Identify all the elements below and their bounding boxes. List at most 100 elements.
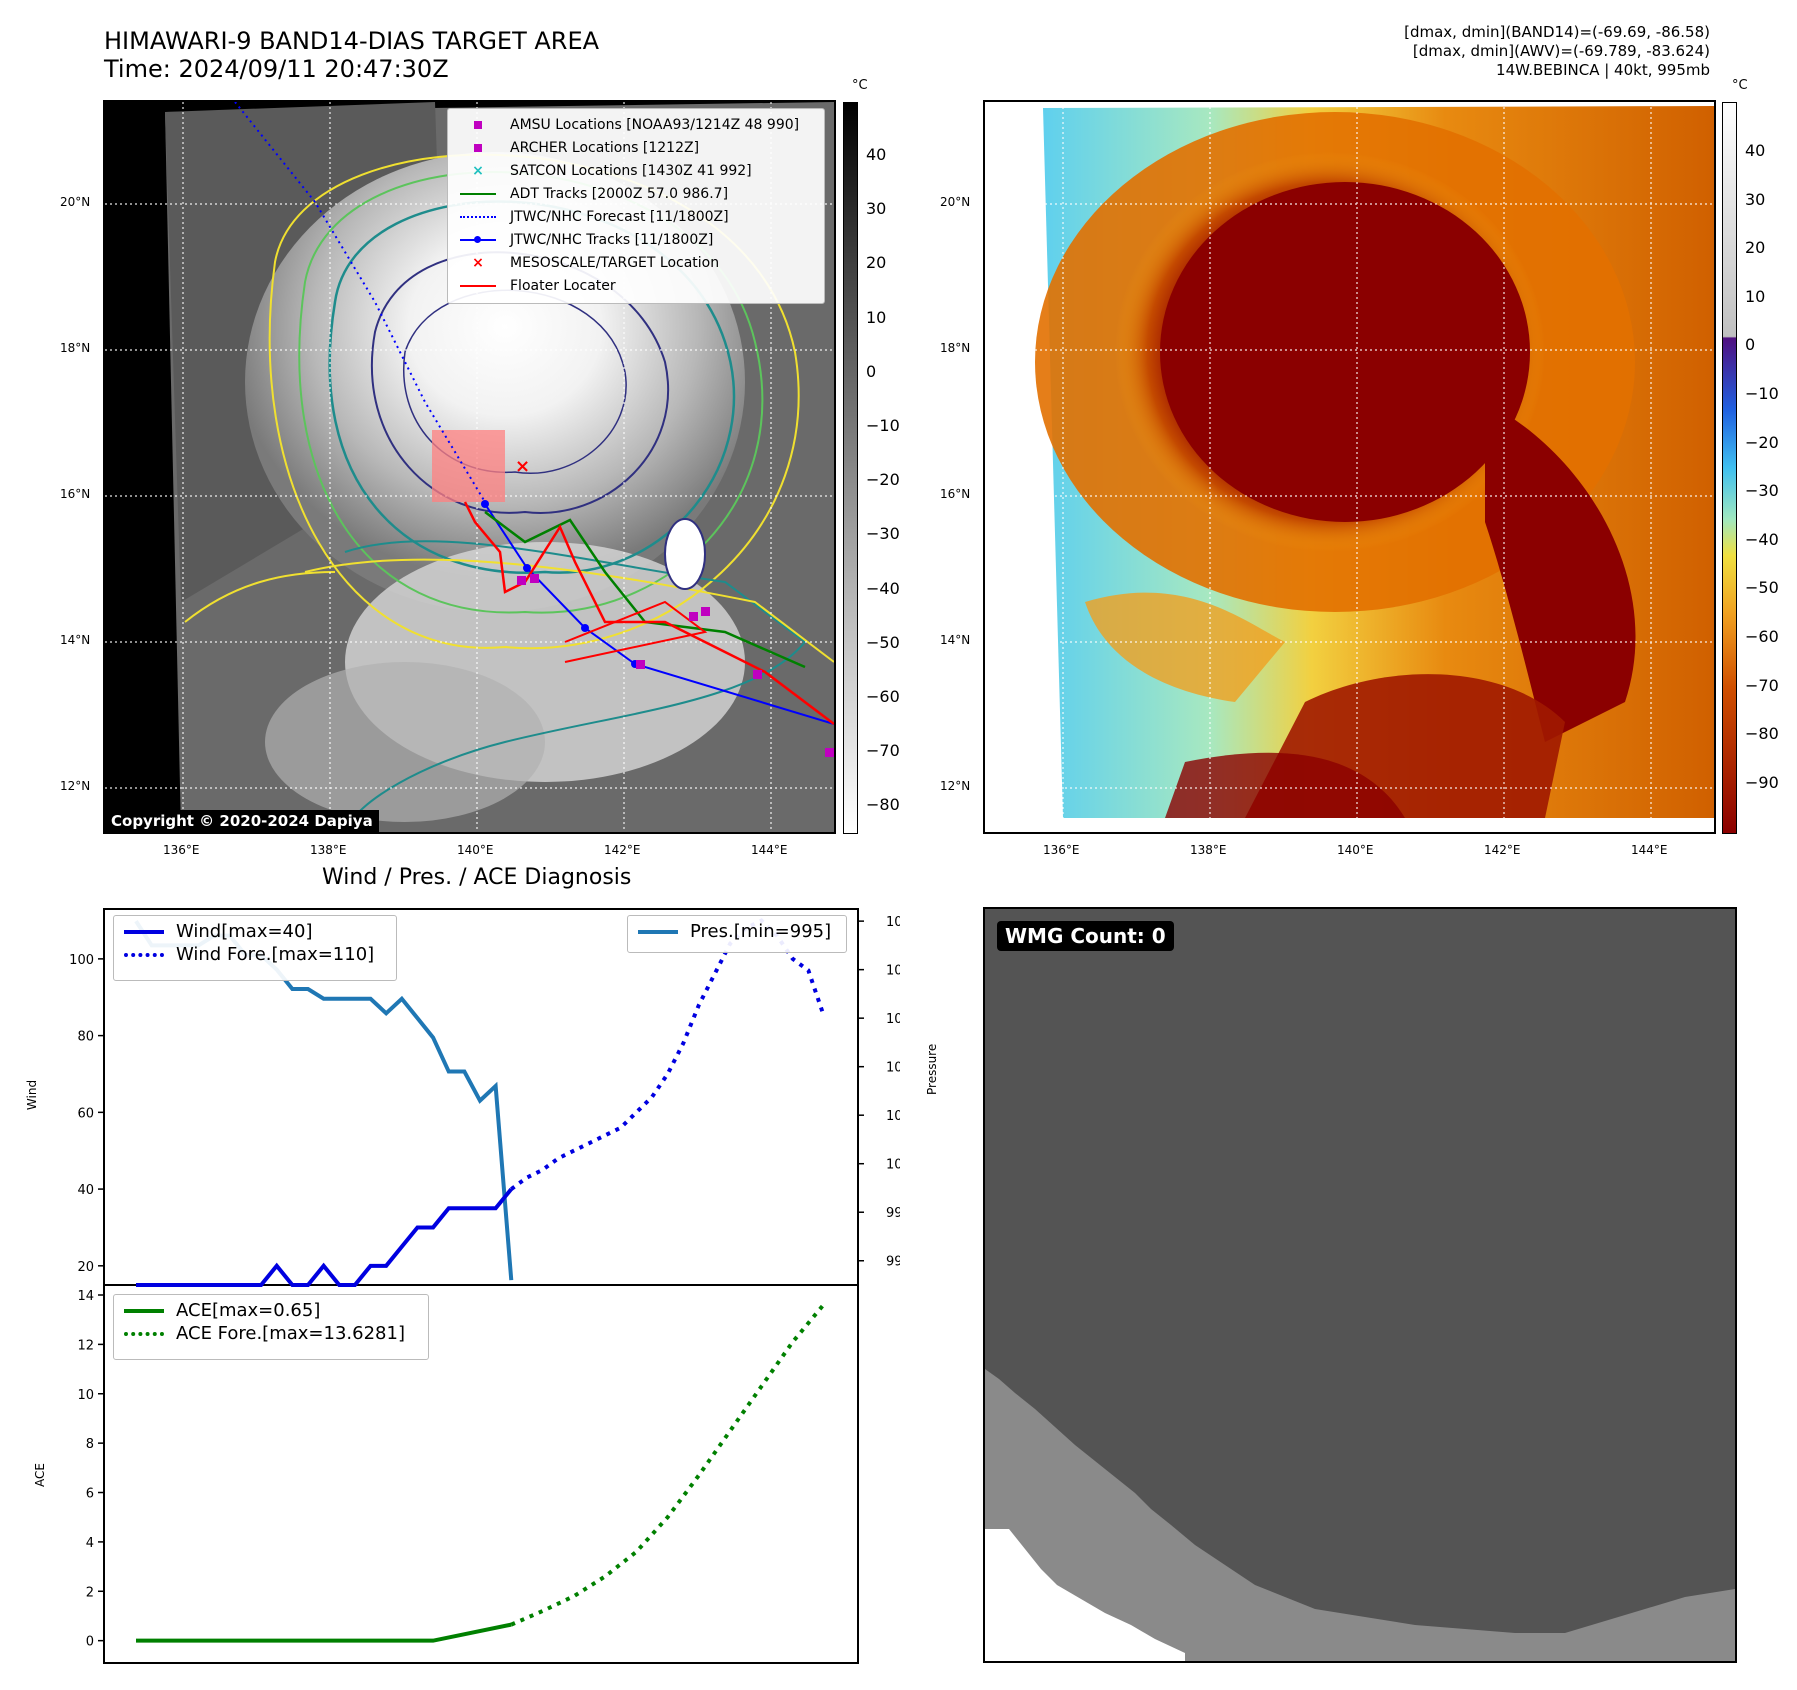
legend-item-floater: Floater Locater [456, 274, 816, 297]
right-colorbar-tick: −30 [1745, 481, 1779, 501]
right-lon-label: 140°E [1337, 843, 1374, 857]
ace-tick-label: 10 [77, 1388, 94, 1403]
legend-item-ace: ACE[max=0.65] [122, 1299, 420, 1322]
left-ir-map: × Copyright © 2020-2024 Dapiya AMSU Loca… [103, 100, 836, 834]
right-colorbar-tick: 10 [1745, 286, 1766, 306]
right-lon-label: 142°E [1484, 843, 1521, 857]
adt-track [484, 511, 806, 669]
wmg-canvas [985, 1369, 1735, 1661]
left-colorbar-tick: −70 [866, 741, 900, 761]
left-lat-label: 18°N [60, 341, 91, 355]
x-marker-icon: × [472, 254, 484, 271]
left-colorbar [843, 102, 858, 834]
left-colorbar-tick: −50 [866, 632, 900, 652]
diagnosis-title: Wind / Pres. / ACE Diagnosis [322, 865, 632, 890]
info-line2: [dmax, dmin](AWV)=(-69.789, -83.624) [1412, 42, 1710, 60]
left-lat-label: 16°N [60, 487, 91, 501]
left-colorbar-tick: 10 [866, 307, 887, 327]
right-lat-label: 16°N [940, 487, 971, 501]
figure-title-line2: Time: 2024/09/11 20:47:30Z [104, 55, 449, 83]
right-lon-label: 144°E [1631, 843, 1668, 857]
wind-tick-label: 100 [69, 953, 94, 968]
pressure-tick-label: 1006 [886, 1012, 900, 1027]
legend-item-ace-fore: ACE Fore.[max=13.6281] [122, 1322, 420, 1345]
legend-item-jtwc-tracks: JTWC/NHC Tracks [11/1800Z] [456, 228, 816, 251]
left-lat-label: 12°N [60, 779, 91, 793]
right-colorbar-tick: 30 [1745, 189, 1766, 209]
left-colorbar-tick: −80 [866, 795, 900, 815]
right-colorbar-tick: −60 [1745, 627, 1779, 646]
dotted-line-icon [124, 952, 164, 957]
right-colorbar [1722, 102, 1737, 834]
square-marker-icon [474, 120, 482, 129]
left-colorbar-tick: 40 [866, 145, 887, 164]
legend-item-pressure: Pres.[min=995] [636, 920, 838, 943]
ace-forecast-series-line [510, 1302, 826, 1627]
line-marker-icon [460, 192, 496, 195]
left-colorbar-tick: 20 [866, 253, 887, 273]
right-lat-label: 12°N [940, 779, 971, 793]
wind-forecast-series-line [510, 918, 826, 1191]
amsu-archer-markers [517, 574, 834, 757]
left-colorbar-tick: −60 [866, 687, 900, 706]
wmg-panel: WMG Count: 0 [983, 907, 1737, 1663]
legend-item-wind-fore: Wind Fore.[max=110] [122, 943, 388, 966]
left-lon-label: 136°E [163, 843, 200, 857]
pressure-tick-label: 1000 [886, 1158, 900, 1173]
ace-tick-label: 6 [86, 1487, 94, 1502]
right-ir-map [983, 100, 1716, 834]
right-lat-label: 18°N [940, 341, 971, 355]
wmg-count-label: WMG Count: 0 [997, 921, 1174, 951]
pressure-tick-label: 996 [886, 1255, 900, 1270]
ace-axis-label: ACE [33, 1463, 47, 1487]
pressure-tick-label: 1002 [886, 1109, 900, 1124]
line-marker-icon [460, 284, 496, 287]
dot-marker-icon [474, 235, 481, 243]
right-colorbar-tick: −70 [1745, 675, 1779, 695]
wind-legend: Wind[max=40] Wind Fore.[max=110] [113, 915, 397, 981]
right-colorbar-tick: 20 [1745, 238, 1766, 258]
wind-tick-label: 40 [77, 1183, 94, 1198]
left-lon-label: 140°E [457, 843, 494, 857]
line-marker-icon [638, 929, 678, 934]
right-colorbar-tick: −10 [1745, 384, 1779, 403]
left-colorbar-tick: −10 [866, 416, 900, 435]
ace-legend: ACE[max=0.65] ACE Fore.[max=13.6281] [113, 1294, 429, 1360]
legend-item-jtwc-forecast: JTWC/NHC Forecast [11/1800Z] [456, 205, 816, 228]
legend-item-mesoscale: × MESOSCALE/TARGET Location [456, 251, 816, 274]
right-map-graticule [985, 102, 1714, 832]
wind-series-line [136, 1187, 513, 1287]
ace-tick-label: 14 [77, 1289, 94, 1304]
legend-item-archer: ARCHER Locations [1212Z] [456, 136, 816, 159]
legend-item-wind: Wind[max=40] [122, 920, 388, 943]
right-colorbar-tick: −50 [1745, 578, 1779, 598]
pressure-legend: Pres.[min=995] [627, 915, 847, 953]
ace-tick-label: 2 [86, 1585, 94, 1600]
right-lat-label: 14°N [940, 633, 971, 647]
floater-locater-track [463, 501, 834, 725]
right-colorbar-unit: °C [1732, 78, 1748, 93]
legend-item-adt: ADT Tracks [2000Z 57.0 986.7] [456, 182, 816, 205]
ace-tick-label: 12 [77, 1338, 94, 1353]
wind-tick-label: 80 [77, 1030, 94, 1045]
left-colorbar-unit: °C [852, 78, 868, 93]
left-lat-label: 14°N [60, 633, 91, 647]
pressure-axis-label-outer: Pressure [925, 1043, 939, 1095]
left-colorbar-tick: −20 [866, 470, 900, 490]
right-colorbar-tick: 40 [1745, 141, 1766, 160]
left-lon-label: 144°E [751, 843, 788, 857]
copyright-label: Copyright © 2020-2024 Dapiya [105, 810, 379, 832]
left-colorbar-tick: 30 [866, 199, 887, 219]
right-colorbar-tick: 0 [1745, 335, 1756, 355]
info-line3: 14W.BEBINCA | 40kt, 995mb [1496, 61, 1710, 79]
right-lat-label: 20°N [940, 195, 971, 209]
left-lon-label: 138°E [310, 843, 347, 857]
left-colorbar-tick: 0 [866, 361, 877, 381]
ace-series-line [136, 1622, 512, 1643]
right-lon-label: 136°E [1043, 843, 1080, 857]
figure-title-line1: HIMAWARI-9 BAND14-DIAS TARGET AREA [104, 27, 600, 55]
dotted-line-icon [460, 215, 496, 218]
square-marker-icon [474, 143, 482, 152]
